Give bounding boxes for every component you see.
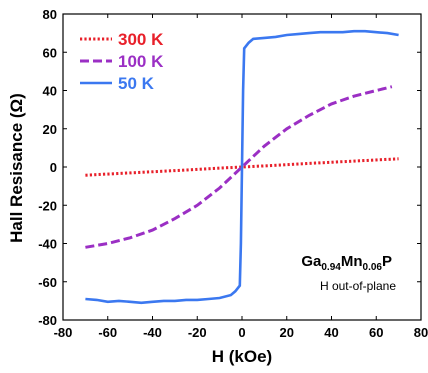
- y-tick-label: -80: [38, 313, 57, 328]
- series-line-50k: [85, 29, 399, 305]
- x-tick-label: -20: [188, 325, 207, 340]
- composition-p: P: [382, 253, 392, 270]
- y-tick-label: -60: [38, 275, 57, 290]
- x-tick-label: -40: [143, 325, 162, 340]
- legend-label: 100 K: [118, 52, 164, 71]
- legend-label: 300 K: [118, 30, 164, 49]
- y-tick-label: 40: [43, 84, 57, 99]
- composition-mn-subscript: 0.06: [363, 262, 383, 273]
- x-tick-label: 20: [280, 325, 294, 340]
- x-tick-label: 80: [414, 325, 428, 340]
- series-lines: [85, 29, 399, 305]
- composition-annotation: Ga0.94Mn0.06P: [301, 253, 392, 273]
- legend-label: 50 K: [118, 74, 155, 93]
- legend: 300 K 100 K 50 K: [80, 30, 164, 93]
- y-tick-label: 60: [43, 45, 57, 60]
- composition-mn: Mn: [341, 253, 363, 270]
- composition-ga-subscript: 0.94: [321, 262, 341, 273]
- y-tick-label: -40: [38, 237, 57, 252]
- y-axis-title: Hall Resisance (Ω): [7, 93, 26, 243]
- x-tick-label: -60: [98, 325, 117, 340]
- y-tick-label: -20: [38, 198, 57, 213]
- series-line-100k: [85, 85, 393, 249]
- x-tick-label: 60: [369, 325, 383, 340]
- plot-frame: [62, 13, 422, 321]
- x-tick-label: 0: [238, 325, 245, 340]
- orientation-annotation: H out-of-plane: [320, 279, 396, 293]
- tick-labels: -80 -60 -40 -20 0 20 40 60 80 -80 -60 -40 -20 0 20 40 60…: [38, 7, 428, 340]
- y-tick-label: 20: [43, 122, 57, 137]
- x-tick-label: -80: [54, 325, 73, 340]
- x-tick-label: 40: [324, 325, 338, 340]
- y-tick-label: 80: [43, 7, 57, 22]
- y-tick-label: 0: [50, 160, 57, 175]
- composition-ga: Ga: [301, 253, 322, 270]
- x-axis-title: H (kOe): [212, 347, 272, 366]
